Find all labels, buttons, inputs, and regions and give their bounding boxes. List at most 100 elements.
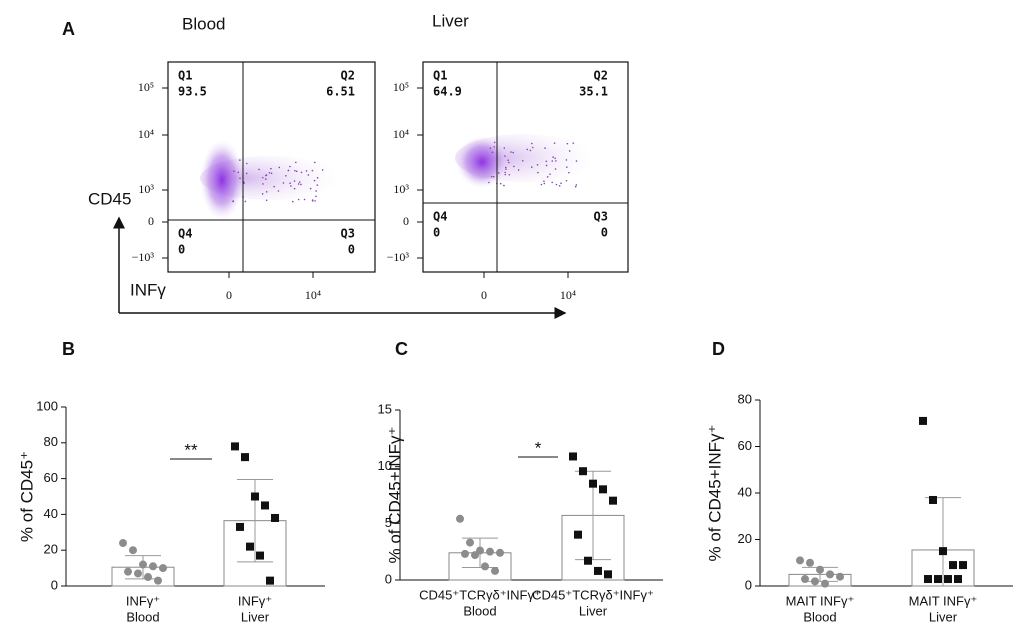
y-tick-label: 80 [44, 434, 58, 449]
event-dot [297, 198, 300, 201]
y-tick-label: 10⁵ [138, 80, 154, 94]
event-dot [504, 173, 507, 176]
event-dot [505, 166, 507, 169]
point [144, 573, 152, 582]
y-tick-label: 80 [738, 391, 752, 406]
event-dot [291, 200, 294, 203]
event-dot [545, 164, 548, 167]
plot-title: Blood [182, 14, 225, 33]
y-tick-label: 0 [51, 577, 58, 592]
event-dot [261, 193, 264, 195]
event-dot [298, 181, 301, 183]
point [826, 570, 834, 579]
event-dot [261, 176, 264, 179]
event-dot [503, 147, 506, 149]
point [919, 416, 927, 425]
event-dot [574, 185, 577, 188]
event-dot [503, 184, 505, 187]
point [939, 547, 947, 556]
quadrant-value: 6.51 [326, 85, 355, 99]
event-dot [270, 172, 273, 175]
y-tick-label: 10⁴ [138, 127, 154, 141]
quadrant-value: 35.1 [579, 85, 608, 99]
event-dot [307, 174, 310, 176]
point [569, 452, 577, 461]
event-dot [531, 146, 534, 149]
point [486, 547, 494, 556]
event-dot [549, 173, 551, 175]
event-dot [265, 178, 267, 180]
event-dot [239, 159, 241, 161]
event-dot [508, 161, 510, 164]
point [154, 576, 162, 585]
point [124, 567, 132, 576]
event-dot [300, 171, 303, 174]
y-tick-label: 100 [36, 398, 58, 413]
point [271, 513, 279, 522]
x-tick-label: Liver [579, 603, 608, 618]
point [149, 562, 157, 571]
event-dot [262, 183, 264, 185]
point [816, 565, 824, 574]
event-dot [239, 177, 241, 180]
event-dot [282, 182, 285, 184]
event-dot [504, 155, 506, 157]
point [266, 576, 274, 585]
point [134, 569, 142, 578]
event-dot [316, 177, 319, 179]
event-dot [521, 159, 524, 162]
quadrant-name: Q4 [178, 227, 192, 241]
event-dot [565, 179, 568, 182]
x-tick-label: 0 [226, 288, 232, 302]
y-tick-label: 0 [403, 214, 409, 228]
event-dot [289, 165, 291, 168]
x-tick-label: Blood [803, 609, 836, 624]
point [599, 485, 607, 494]
point [806, 558, 814, 567]
point [456, 514, 464, 523]
quadrant-name: Q3 [594, 210, 608, 224]
significance: * [535, 438, 542, 457]
event-dot [311, 169, 314, 172]
quadrant-value: 0 [601, 226, 608, 240]
point [246, 542, 254, 551]
event-dot [566, 166, 568, 168]
event-dot [530, 166, 533, 168]
event-dot [545, 160, 548, 163]
x-tick-label: 10⁴ [305, 288, 321, 302]
event-dot [285, 174, 287, 177]
y-tick-label: 10³ [393, 182, 409, 196]
point [491, 566, 499, 575]
y-tick-label: 15 [378, 401, 392, 416]
event-dot [555, 160, 557, 162]
event-dot [277, 190, 280, 192]
event-dot [504, 171, 506, 174]
event-dot [540, 183, 543, 186]
x-axis-label: INFγ [130, 280, 166, 299]
event-dot [560, 182, 562, 184]
event-dot [287, 169, 290, 172]
event-dot [544, 147, 546, 149]
event-dot [297, 183, 300, 185]
event-dot [314, 200, 316, 202]
point [954, 575, 962, 584]
y-tick-label: 40 [44, 506, 58, 521]
event-dot [245, 172, 248, 175]
event-dot [305, 170, 308, 172]
point [496, 548, 504, 557]
event-dot [512, 151, 514, 154]
point [929, 495, 937, 504]
point [241, 453, 249, 462]
x-tick-label: 0 [481, 288, 487, 302]
event-dot [246, 162, 248, 165]
panel-letter: A [62, 19, 75, 39]
y-tick-label: −10³ [387, 250, 410, 264]
point [796, 556, 804, 565]
event-dot [493, 141, 496, 144]
panel-letter: B [62, 339, 75, 359]
event-dot [270, 167, 272, 170]
y-tick-label: 0 [148, 214, 154, 228]
point [236, 522, 244, 531]
event-dot [309, 187, 312, 190]
